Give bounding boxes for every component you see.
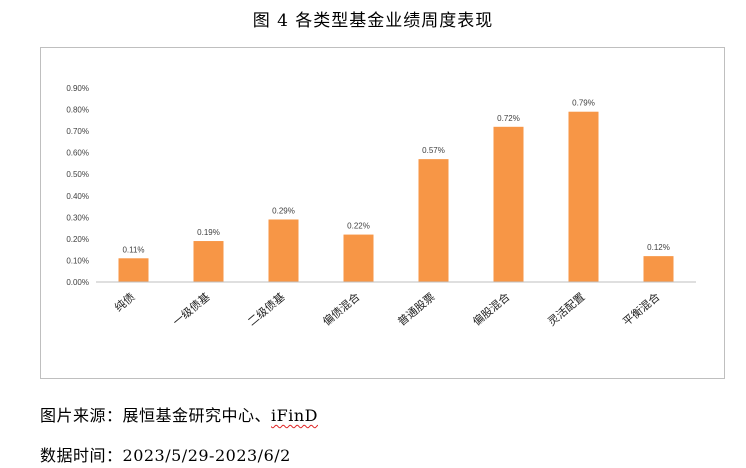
data-label: 0.19%: [197, 228, 220, 237]
data-label: 0.79%: [572, 99, 595, 108]
y-tick-label: 0.20%: [66, 235, 89, 244]
bar: [343, 234, 374, 282]
source-label: 图片来源：: [40, 406, 123, 425]
bar: [493, 126, 524, 282]
bar: [268, 219, 299, 282]
bar: [418, 159, 449, 282]
date-range: 2023/5/29-2023/6/2: [122, 446, 291, 465]
data-label: 0.57%: [422, 146, 445, 155]
category-labels: 纯债 一级债基 二级债基 偏债混合 普通股票 偏股混合 灵活配置 平衡混合: [112, 290, 663, 329]
category-label: 偏股混合: [470, 290, 513, 329]
y-tick-label: 0.50%: [66, 170, 89, 179]
source-line: 图片来源：展恒基金研究中心、iFinD: [40, 402, 318, 426]
data-label: 0.72%: [497, 114, 520, 123]
y-axis-ticks: 0.00% 0.10% 0.20% 0.30% 0.40% 0.50% 0.60% 0.70%…: [66, 84, 89, 287]
bar: [568, 111, 599, 282]
source-text: 展恒基金研究中心、: [122, 406, 272, 425]
chart-frame: 0.00% 0.10% 0.20% 0.30% 0.40% 0.50% 0.60% 0.70%…: [40, 47, 725, 379]
category-label: 二级债基: [245, 290, 288, 329]
bar: [193, 241, 224, 282]
y-tick-label: 0.40%: [66, 192, 89, 201]
category-label: 一级债基: [170, 290, 213, 329]
data-label: 0.11%: [122, 245, 144, 254]
figure-title: 图 4 各类型基金业绩周度表现: [252, 11, 494, 31]
data-label: 0.29%: [272, 206, 295, 215]
bar: [118, 258, 149, 282]
date-line: 数据时间：2023/5/29-2023/6/2: [40, 442, 291, 466]
category-label: 纯债: [112, 290, 138, 315]
y-tick-label: 0.70%: [66, 127, 89, 136]
bars: [118, 111, 674, 282]
category-label: 平衡混合: [620, 290, 663, 329]
category-label: 灵活配置: [545, 290, 587, 328]
y-tick-label: 0.30%: [66, 213, 89, 222]
date-label: 数据时间：: [40, 446, 123, 465]
y-tick-label: 0.90%: [66, 84, 89, 93]
bar-chart: 0.00% 0.10% 0.20% 0.30% 0.40% 0.50% 0.60% 0.70%…: [66, 84, 696, 329]
y-tick-label: 0.80%: [66, 106, 89, 115]
y-tick-label: 0.00%: [66, 278, 89, 287]
source-brand: iFinD: [271, 406, 318, 425]
data-label: 0.22%: [347, 222, 370, 231]
category-label: 偏债混合: [320, 290, 363, 329]
data-labels: 0.11% 0.19% 0.29% 0.22% 0.57% 0.72% 0.79% 0.12%: [122, 99, 669, 255]
category-label: 普通股票: [395, 290, 438, 329]
y-tick-label: 0.60%: [66, 149, 89, 158]
data-label: 0.12%: [647, 243, 670, 252]
bar: [643, 256, 674, 282]
y-tick-label: 0.10%: [66, 256, 89, 265]
